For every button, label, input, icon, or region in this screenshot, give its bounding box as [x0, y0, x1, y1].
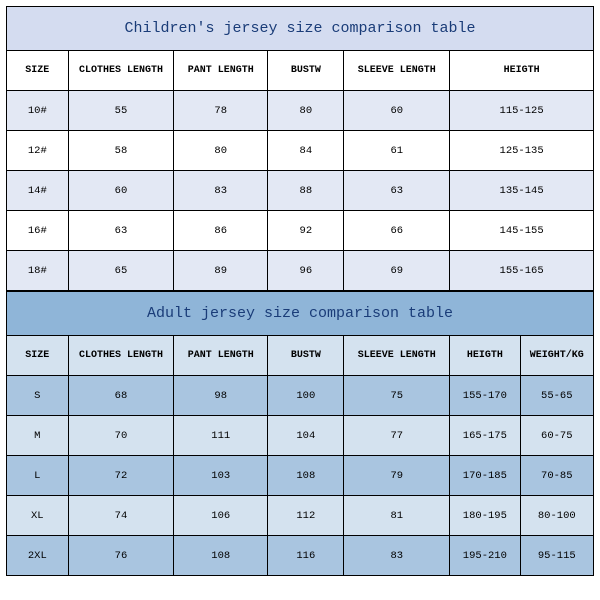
cell: 55 — [68, 91, 174, 131]
cell: 70-85 — [520, 456, 593, 496]
col-size: SIZE — [7, 51, 69, 91]
cell: 61 — [344, 131, 450, 171]
col-pant-length: PANT LENGTH — [174, 336, 268, 376]
col-heigth: HEIGTH — [450, 51, 594, 91]
col-size: SIZE — [7, 336, 69, 376]
col-sleeve-length: SLEEVE LENGTH — [344, 336, 450, 376]
table-row: 14# 60 83 88 63 135-145 — [7, 171, 594, 211]
cell: 14# — [7, 171, 69, 211]
table-row: L 72 103 108 79 170-185 70-85 — [7, 456, 594, 496]
cell: 135-145 — [450, 171, 594, 211]
cell: 74 — [68, 496, 174, 536]
cell: 103 — [174, 456, 268, 496]
table-row: XL 74 106 112 81 180-195 80-100 — [7, 496, 594, 536]
table-row: S 68 98 100 75 155-170 55-65 — [7, 376, 594, 416]
cell: 66 — [344, 211, 450, 251]
col-clothes-length: CLOTHES LENGTH — [68, 336, 174, 376]
table-row: 10# 55 78 80 60 115-125 — [7, 91, 594, 131]
adult-header-row: SIZE CLOTHES LENGTH PANT LENGTH BUSTW SL… — [7, 336, 594, 376]
children-title: Children's jersey size comparison table — [7, 7, 594, 51]
cell: 60 — [344, 91, 450, 131]
cell: 83 — [344, 536, 450, 576]
cell: 108 — [174, 536, 268, 576]
cell: 180-195 — [450, 496, 520, 536]
cell: 89 — [174, 251, 268, 291]
cell: 60 — [68, 171, 174, 211]
cell: 12# — [7, 131, 69, 171]
cell: 111 — [174, 416, 268, 456]
cell: 195-210 — [450, 536, 520, 576]
cell: 63 — [344, 171, 450, 211]
table-row: M 70 111 104 77 165-175 60-75 — [7, 416, 594, 456]
cell: S — [7, 376, 69, 416]
cell: 10# — [7, 91, 69, 131]
col-bustw: BUSTW — [268, 51, 344, 91]
cell: 88 — [268, 171, 344, 211]
children-header-row: SIZE CLOTHES LENGTH PANT LENGTH BUSTW SL… — [7, 51, 594, 91]
cell: 16# — [7, 211, 69, 251]
cell: 65 — [68, 251, 174, 291]
cell: 60-75 — [520, 416, 593, 456]
cell: 80-100 — [520, 496, 593, 536]
cell: 125-135 — [450, 131, 594, 171]
cell: 86 — [174, 211, 268, 251]
col-heigth: HEIGTH — [450, 336, 520, 376]
col-sleeve-length: SLEEVE LENGTH — [344, 51, 450, 91]
cell: L — [7, 456, 69, 496]
cell: 106 — [174, 496, 268, 536]
cell: 92 — [268, 211, 344, 251]
cell: 115-125 — [450, 91, 594, 131]
cell: XL — [7, 496, 69, 536]
table-row: 16# 63 86 92 66 145-155 — [7, 211, 594, 251]
cell: 78 — [174, 91, 268, 131]
cell: 116 — [268, 536, 344, 576]
col-bustw: BUSTW — [268, 336, 344, 376]
col-weight: WEIGHT/KG — [520, 336, 593, 376]
cell: 76 — [68, 536, 174, 576]
cell: 155-165 — [450, 251, 594, 291]
cell: 81 — [344, 496, 450, 536]
cell: M — [7, 416, 69, 456]
cell: 155-170 — [450, 376, 520, 416]
adult-size-table: Adult jersey size comparison table SIZE … — [6, 291, 594, 576]
cell: 68 — [68, 376, 174, 416]
cell: 165-175 — [450, 416, 520, 456]
cell: 145-155 — [450, 211, 594, 251]
cell: 112 — [268, 496, 344, 536]
cell: 58 — [68, 131, 174, 171]
adult-title-row: Adult jersey size comparison table — [7, 292, 594, 336]
size-chart-container: Children's jersey size comparison table … — [0, 0, 600, 582]
table-row: 12# 58 80 84 61 125-135 — [7, 131, 594, 171]
cell: 72 — [68, 456, 174, 496]
cell: 69 — [344, 251, 450, 291]
table-row: 2XL 76 108 116 83 195-210 95-115 — [7, 536, 594, 576]
col-pant-length: PANT LENGTH — [174, 51, 268, 91]
cell: 55-65 — [520, 376, 593, 416]
children-size-table: Children's jersey size comparison table … — [6, 6, 594, 291]
cell: 80 — [268, 91, 344, 131]
children-title-row: Children's jersey size comparison table — [7, 7, 594, 51]
cell: 170-185 — [450, 456, 520, 496]
cell: 96 — [268, 251, 344, 291]
children-body: 10# 55 78 80 60 115-125 12# 58 80 84 61 … — [7, 91, 594, 291]
cell: 108 — [268, 456, 344, 496]
cell: 75 — [344, 376, 450, 416]
cell: 84 — [268, 131, 344, 171]
col-clothes-length: CLOTHES LENGTH — [68, 51, 174, 91]
cell: 63 — [68, 211, 174, 251]
cell: 98 — [174, 376, 268, 416]
table-row: 18# 65 89 96 69 155-165 — [7, 251, 594, 291]
cell: 83 — [174, 171, 268, 211]
cell: 77 — [344, 416, 450, 456]
cell: 95-115 — [520, 536, 593, 576]
adult-title: Adult jersey size comparison table — [7, 292, 594, 336]
cell: 2XL — [7, 536, 69, 576]
cell: 70 — [68, 416, 174, 456]
cell: 80 — [174, 131, 268, 171]
cell: 100 — [268, 376, 344, 416]
cell: 79 — [344, 456, 450, 496]
cell: 18# — [7, 251, 69, 291]
cell: 104 — [268, 416, 344, 456]
adult-body: S 68 98 100 75 155-170 55-65 M 70 111 10… — [7, 376, 594, 576]
